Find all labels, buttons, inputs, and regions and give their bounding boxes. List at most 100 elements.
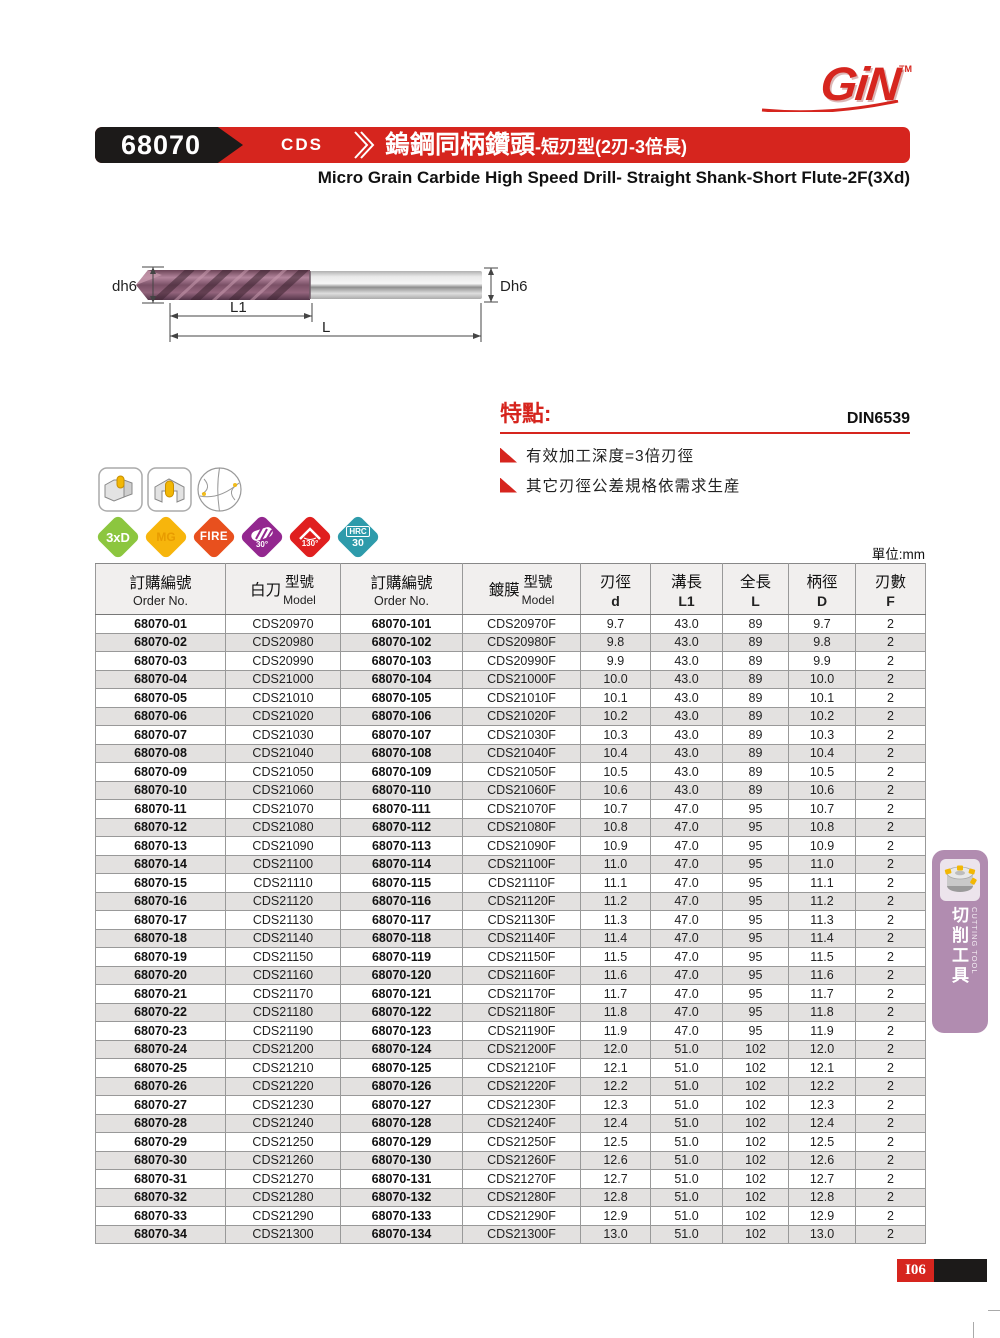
- cell-model-coated: CDS21040F: [462, 743, 581, 763]
- helix-flute-icon: [251, 526, 273, 541]
- cell-model-coated: CDS21080F: [462, 817, 581, 837]
- cell-model-uncoated: CDS21210: [225, 1058, 341, 1078]
- cell-diameter: 10.5: [580, 762, 651, 782]
- badge-hrc-value: 30: [352, 536, 364, 549]
- cell-overall-length: 102: [722, 1076, 789, 1096]
- table-row: 68070-26 CDS21220 68070-126 CDS21220F 12…: [95, 1076, 926, 1096]
- cell-order-no: 68070-16: [95, 891, 226, 911]
- cell-model-uncoated: CDS21050: [225, 762, 341, 782]
- cell-overall-length: 102: [722, 1113, 789, 1133]
- cell-overall-length: 95: [722, 1021, 789, 1041]
- badge-hrc-label: HRC: [346, 525, 370, 537]
- cell-flute-count: 2: [855, 1095, 926, 1115]
- badge-3xd-label: 3xD: [106, 529, 130, 545]
- cell-diameter: 10.3: [580, 725, 651, 745]
- cell-order-no-coated: 68070-122: [340, 1002, 463, 1022]
- product-subtitle-en: Micro Grain Carbide High Speed Drill- St…: [317, 168, 910, 187]
- cell-model-coated: CDS21200F: [462, 1039, 581, 1059]
- table-row: 68070-34 CDS21300 68070-134 CDS21300F 13…: [95, 1224, 926, 1244]
- cell-flute-count: 2: [855, 651, 926, 671]
- cell-flute-length: 47.0: [650, 1002, 723, 1022]
- cell-shank-diameter: 11.9: [788, 1021, 856, 1041]
- cell-order-no: 68070-15: [95, 873, 226, 893]
- table-body: 68070-01 CDS20970 68070-101 CDS20970F 9.…: [95, 614, 926, 1244]
- cell-model-uncoated: CDS21010: [225, 688, 341, 708]
- table-header: 訂購編號 Order No. 白刀 型號 Model 訂購編號 Order No. 鍍膜…: [95, 563, 926, 615]
- cell-order-no-coated: 68070-131: [340, 1169, 463, 1189]
- application-icons: [98, 466, 243, 513]
- cell-diameter: 12.3: [580, 1095, 651, 1115]
- cell-flute-count: 2: [855, 984, 926, 1004]
- cell-order-no-coated: 68070-123: [340, 1021, 463, 1041]
- table-row: 68070-06 CDS21020 68070-106 CDS21020F 10…: [95, 706, 926, 726]
- cell-overall-length: 89: [722, 743, 789, 763]
- milling-cutter-image: [940, 859, 980, 901]
- cell-order-no-coated: 68070-113: [340, 836, 463, 856]
- badge-mg: MG: [143, 514, 189, 560]
- table-row: 68070-25 CDS21210 68070-125 CDS21210F 12…: [95, 1058, 926, 1078]
- badge-3xd: 3xD: [95, 514, 141, 560]
- cell-flute-length: 47.0: [650, 891, 723, 911]
- cell-model-uncoated: CDS20970: [225, 614, 341, 634]
- cell-diameter: 11.0: [580, 854, 651, 874]
- cell-flute-length: 47.0: [650, 947, 723, 967]
- cell-flute-length: 51.0: [650, 1095, 723, 1115]
- cell-diameter: 13.0: [580, 1224, 651, 1244]
- cell-overall-length: 95: [722, 836, 789, 856]
- cell-shank-diameter: 10.0: [788, 669, 856, 689]
- cell-overall-length: 95: [722, 854, 789, 874]
- cell-order-no: 68070-32: [95, 1187, 226, 1207]
- drill-shank: [310, 271, 482, 299]
- cell-flute-length: 47.0: [650, 836, 723, 856]
- cell-model-uncoated: CDS21030: [225, 725, 341, 745]
- cell-diameter: 12.7: [580, 1169, 651, 1189]
- cell-overall-length: 95: [722, 910, 789, 930]
- page-footer: I06: [897, 1259, 987, 1282]
- cell-diameter: 12.8: [580, 1187, 651, 1207]
- cell-order-no-coated: 68070-104: [340, 669, 463, 689]
- cell-model-uncoated: CDS21250: [225, 1132, 341, 1152]
- cell-order-no: 68070-34: [95, 1224, 226, 1244]
- cell-model-uncoated: CDS21020: [225, 706, 341, 726]
- cell-flute-count: 2: [855, 873, 926, 893]
- cell-model-uncoated: CDS21300: [225, 1224, 341, 1244]
- drill-point-icon: [197, 467, 242, 512]
- cell-shank-diameter: 10.5: [788, 762, 856, 782]
- cell-flute-length: 47.0: [650, 928, 723, 948]
- cell-order-no: 68070-25: [95, 1058, 226, 1078]
- cell-model-uncoated: CDS21080: [225, 817, 341, 837]
- product-title-main: 鎢鋼同柄鑽頭: [385, 131, 536, 159]
- table-row: 68070-07 CDS21030 68070-107 CDS21030F 10…: [95, 725, 926, 745]
- cell-overall-length: 89: [722, 688, 789, 708]
- cell-order-no: 68070-05: [95, 688, 226, 708]
- cell-order-no-coated: 68070-128: [340, 1113, 463, 1133]
- cell-diameter: 10.2: [580, 706, 651, 726]
- feature-item: 其它刃徑公差規格依需求生産: [500, 474, 910, 496]
- cell-model-uncoated: CDS21000: [225, 669, 341, 689]
- cell-flute-count: 2: [855, 910, 926, 930]
- cell-flute-count: 2: [855, 1021, 926, 1041]
- col-diameter: 刃徑 d: [580, 563, 651, 615]
- cell-flute-count: 2: [855, 614, 926, 634]
- cell-flute-length: 43.0: [650, 780, 723, 800]
- cell-model-coated: CDS21270F: [462, 1169, 581, 1189]
- cell-overall-length: 89: [722, 669, 789, 689]
- cell-flute-length: 51.0: [650, 1039, 723, 1059]
- cell-overall-length: 95: [722, 799, 789, 819]
- badge-mg-label: MG: [156, 530, 176, 544]
- cell-model-coated: CDS21240F: [462, 1113, 581, 1133]
- cell-overall-length: 102: [722, 1039, 789, 1059]
- cell-order-no: 68070-21: [95, 984, 226, 1004]
- cell-flute-count: 2: [855, 1206, 926, 1226]
- cell-shank-diameter: 11.4: [788, 928, 856, 948]
- chevron-divider-icon: [354, 131, 375, 159]
- cell-order-no-coated: 68070-109: [340, 762, 463, 782]
- cell-diameter: 12.4: [580, 1113, 651, 1133]
- cell-order-no-coated: 68070-116: [340, 891, 463, 911]
- cell-diameter: 11.8: [580, 1002, 651, 1022]
- cell-overall-length: 102: [722, 1095, 789, 1115]
- crop-mark-horizontal: [988, 1310, 1000, 1311]
- table-row: 68070-22 CDS21180 68070-122 CDS21180F 11…: [95, 1002, 926, 1022]
- cell-shank-diameter: 10.8: [788, 817, 856, 837]
- cell-model-coated: CDS21170F: [462, 984, 581, 1004]
